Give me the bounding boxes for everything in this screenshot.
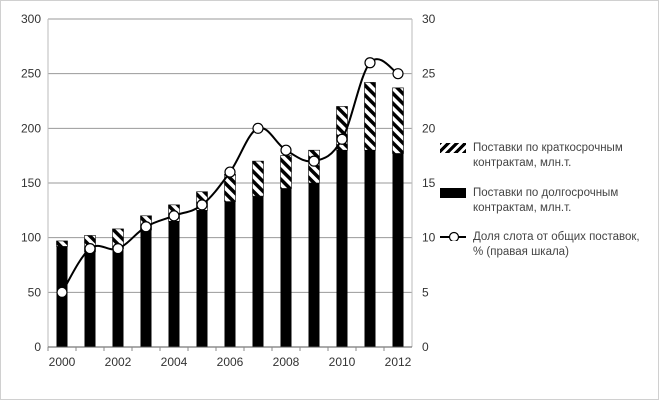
x-tick-label: 2006 (217, 355, 244, 369)
x-tick-label: 2012 (385, 355, 412, 369)
y-left-tick-label: 200 (21, 121, 41, 135)
y-right-tick-label: 25 (422, 67, 436, 81)
bar-long-term (112, 248, 124, 347)
legend-label: Поставки по краткосрочным (473, 142, 623, 154)
bar-long-term (168, 221, 180, 347)
bar-short-term (56, 240, 68, 247)
bar-long-term (392, 153, 404, 347)
bar-long-term (364, 150, 376, 347)
bar-short-term (392, 87, 404, 154)
y-left-tick-label: 150 (21, 176, 41, 190)
y-left-tick-label: 250 (21, 67, 41, 81)
y-right-tick-label: 10 (422, 231, 436, 245)
x-tick-label: 2000 (49, 355, 76, 369)
legend-label: Поставки по долгосрочным (473, 187, 619, 199)
hatched-swatch-icon (440, 143, 466, 153)
share-point (56, 286, 68, 298)
share-point (140, 221, 152, 233)
y-right-tick-label: 15 (422, 176, 436, 190)
legend-label: Доля слота от общих поставок, (473, 231, 640, 243)
bar-long-term (140, 230, 152, 347)
x-tick-label: 2008 (273, 355, 300, 369)
share-point (336, 133, 348, 145)
share-point (224, 166, 236, 178)
y-left-tick-label: 0 (34, 340, 41, 354)
share-point (252, 122, 264, 134)
line-marker-icon (440, 231, 466, 241)
x-tick-label: 2010 (329, 355, 356, 369)
y-right-tick-label: 20 (422, 121, 436, 135)
bar-long-term (336, 150, 348, 347)
bar-short-term (364, 82, 376, 151)
bar-short-term (280, 155, 292, 189)
legend-label: контрактам, млн.т. (473, 202, 572, 214)
share-point (364, 57, 376, 69)
bar-long-term (196, 210, 208, 347)
bar-long-term (252, 196, 264, 347)
legend-label: % (правая шкала) (473, 246, 569, 258)
share-point (196, 199, 208, 211)
y-right-tick-label: 5 (422, 285, 429, 299)
share-point (392, 68, 404, 80)
bar-long-term (224, 201, 236, 347)
bar-long-term (308, 183, 320, 347)
y-left-tick-label: 100 (21, 231, 41, 245)
bar-long-term (280, 188, 292, 347)
share-point (112, 243, 124, 255)
y-right-tick-label: 0 (422, 340, 429, 354)
share-point (308, 155, 320, 167)
bar-short-term (252, 160, 264, 197)
x-tick-label: 2002 (105, 355, 132, 369)
solid-swatch-icon (440, 188, 466, 198)
y-right-tick-label: 30 (422, 12, 436, 26)
x-tick-label: 2004 (161, 355, 188, 369)
y-left-tick-label: 50 (28, 285, 42, 299)
share-point (84, 243, 96, 255)
share-point (168, 210, 180, 222)
y-left-tick-label: 300 (21, 12, 41, 26)
legend-label: контрактам, млн.т. (473, 157, 572, 169)
share-point (280, 144, 292, 156)
bar-long-term (84, 251, 96, 347)
